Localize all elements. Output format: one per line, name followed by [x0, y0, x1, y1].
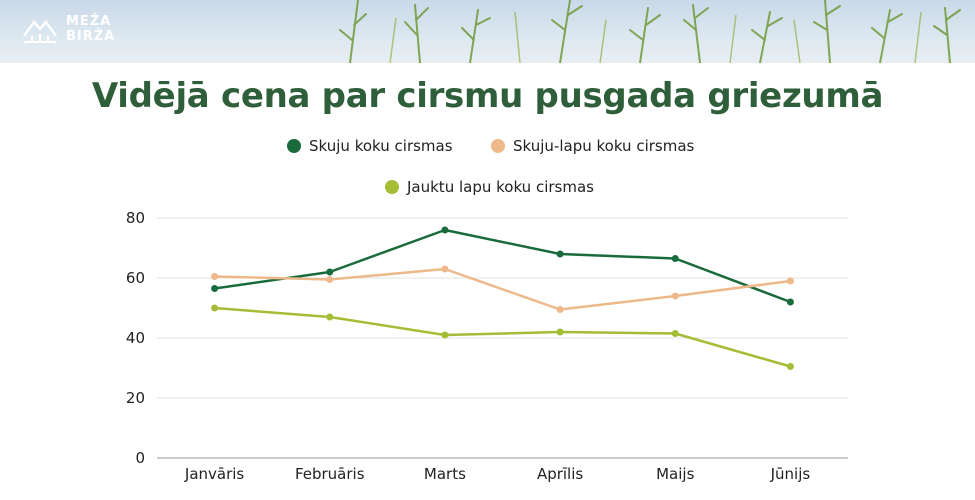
series-line-1 — [213, 228, 792, 304]
series-3-point-6 — [786, 363, 794, 370]
x-tick-label-6: Jūnijs — [770, 465, 811, 483]
series-1-point-3 — [441, 226, 449, 234]
series-line-3 — [213, 306, 792, 368]
series-3-point-5 — [671, 330, 679, 337]
legend-label-jauktu-lapu: Jauktu lapu koku cirsmas — [407, 178, 594, 196]
pine-needles-image — [339, 0, 961, 63]
x-tick-label-1: Janvāris — [184, 465, 245, 483]
brand-name: MEŽA BIRŽA — [66, 14, 115, 44]
chart-title: Vidējā cena par cirsmu pusgada griezumā — [91, 76, 884, 116]
series-3-point-4 — [556, 328, 564, 336]
brand-line-1: MEŽA — [66, 14, 112, 29]
series-2-point-1 — [211, 273, 219, 280]
x-tick-label-2: Februāris — [295, 465, 365, 483]
legend-dot-skuju-lapu — [491, 139, 505, 153]
series-3-point-2 — [326, 313, 334, 321]
series-2-point-3 — [441, 265, 449, 273]
series-1-point-5 — [671, 255, 679, 262]
x-tick-label-5: Maijs — [656, 465, 694, 483]
series-2-point-4 — [556, 306, 564, 313]
x-tick-label-4: Aprīlis — [537, 465, 583, 483]
legend-dot-skuju — [287, 139, 301, 153]
series-2-point-5 — [671, 292, 679, 300]
legend-label-skuju: Skuju koku cirsmas — [309, 137, 453, 155]
y-tick-label-40: 40 — [126, 329, 145, 347]
mountain-logo-icon — [22, 19, 58, 43]
brand-line-2: BIRŽA — [66, 29, 116, 44]
legend-item-skuju[interactable]: Skuju koku cirsmas — [287, 137, 453, 155]
series-2-point-6 — [786, 277, 794, 285]
series-1-point-2 — [326, 268, 334, 276]
legend-dot-jauktu-lapu — [385, 180, 399, 194]
series-2-point-2 — [326, 276, 334, 283]
y-tick-label-60: 60 — [126, 269, 145, 287]
series-line-2 — [213, 267, 792, 311]
series-1-point-4 — [556, 250, 564, 258]
y-tick-label-0: 0 — [135, 449, 145, 467]
series-1-point-1 — [211, 285, 219, 292]
y-tick-label-80: 80 — [126, 209, 145, 227]
series-3-point-3 — [441, 331, 449, 339]
y-tick-label-20: 20 — [126, 389, 145, 407]
legend-item-jauktu-lapu[interactable]: Jauktu lapu koku cirsmas — [385, 178, 594, 196]
header-banner: MEŽA BIRŽA — [0, 0, 975, 63]
legend-item-skuju-lapu[interactable]: Skuju-lapu koku cirsmas — [491, 137, 694, 155]
brand-logo[interactable]: MEŽA BIRŽA — [22, 14, 115, 44]
series-1-point-6 — [786, 298, 794, 306]
series-3-point-1 — [211, 304, 219, 312]
x-tick-label-3: Marts — [424, 465, 466, 483]
legend-label-skuju-lapu: Skuju-lapu koku cirsmas — [513, 137, 695, 155]
